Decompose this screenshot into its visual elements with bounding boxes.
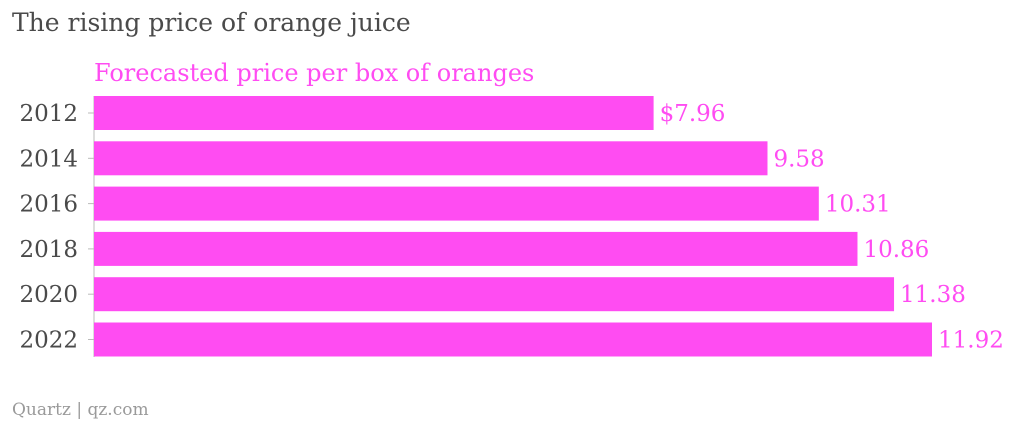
y-tick-label-2014: 2014 [19, 146, 78, 172]
source-credit: Quartz | qz.com [12, 400, 149, 420]
y-axis-ticks [88, 112, 94, 340]
bar-2014 [94, 141, 768, 176]
y-tick-label-2020: 2020 [19, 282, 78, 308]
y-tick-label-2016: 2016 [19, 192, 78, 218]
data-label-2020: 11.38 [900, 282, 966, 308]
data-label-2016: 10.31 [825, 192, 891, 218]
y-tick-label-2018: 2018 [19, 237, 78, 263]
data-label-2018: 10.86 [863, 237, 929, 263]
bar-2016 [94, 186, 819, 221]
y-tick-label-2012: 2012 [19, 101, 78, 127]
data-label-2022: 11.92 [938, 328, 1004, 354]
bar-2018 [94, 231, 858, 266]
y-axis-tick-labels: 2012 2014 2016 2018 2020 2022 [19, 101, 78, 354]
chart-title: The rising price of orange juice [12, 8, 411, 37]
y-tick-label-2022: 2022 [19, 328, 78, 354]
bars [94, 96, 932, 357]
series-label: Forecasted price per box of oranges [94, 59, 534, 87]
data-label-2014: 9.58 [773, 146, 824, 172]
data-label-2012: $7.96 [660, 101, 726, 127]
bar-2012 [94, 96, 654, 130]
bar-2020 [94, 277, 895, 312]
bar-2022 [94, 322, 932, 357]
